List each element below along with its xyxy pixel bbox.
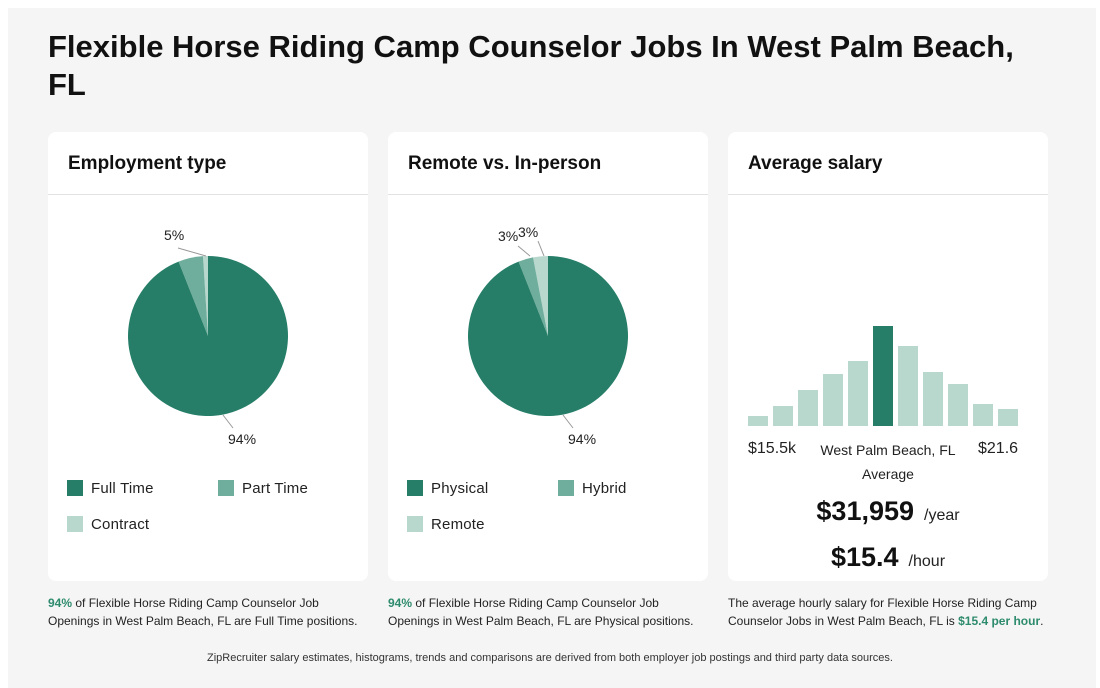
legend-remote-swatch (407, 516, 423, 532)
histogram-bar-11 (998, 409, 1018, 426)
employment-caption-text: of Flexible Horse Riding Camp Counselor … (48, 596, 358, 628)
salary-range-high: $21.6 (978, 440, 1019, 457)
remote-caption: 94% of Flexible Horse Riding Camp Counse… (388, 594, 708, 630)
page-title: Flexible Horse Riding Camp Counselor Job… (48, 29, 1014, 102)
average-salary-card: Average salary $15.5k West Palm Beach, F… (728, 132, 1048, 581)
legend-hybrid-swatch (558, 480, 574, 496)
legend-contract-label: Contract (91, 515, 150, 533)
employment-type-pie-chart: 5% 94% (128, 227, 289, 446)
histogram-bar-1 (748, 416, 768, 426)
legend-physical-swatch (407, 480, 423, 496)
salary-histogram (748, 326, 1018, 426)
remote-label-hybrid-3pct: 3% (498, 228, 518, 244)
remote-label-94pct: 94% (568, 431, 596, 446)
employment-slice-full-time (128, 256, 289, 416)
salary-yearly-row: $31,959/year (728, 496, 1048, 527)
histogram-bar-5 (848, 361, 868, 426)
employment-slice-part-time (178, 256, 208, 336)
legend-part-time: Part Time (218, 479, 308, 497)
legend-remote: Remote (407, 515, 485, 533)
employment-caption-pct: 94% (48, 596, 73, 610)
legend-part-time-label: Part Time (242, 479, 308, 497)
legend-full-time: Full Time (67, 479, 154, 497)
legend-part-time-swatch (218, 480, 234, 496)
remote-caption-text: of Flexible Horse Riding Camp Counselor … (388, 596, 694, 628)
employment-small-label-leader (177, 247, 207, 257)
histogram-bar-7 (898, 346, 918, 426)
legend-hybrid-label: Hybrid (582, 479, 627, 497)
salary-location: West Palm Beach, FL (820, 442, 956, 458)
remote-large-label-leader (562, 414, 574, 429)
remote-caption-pct: 94% (388, 596, 413, 610)
salary-hourly-unit: /hour (908, 553, 946, 570)
salary-caption-end: . (1040, 614, 1044, 628)
remote-slice-physical (468, 256, 629, 416)
legend-contract-swatch (67, 516, 83, 532)
remote-vs-inperson-header: Remote vs. In-person (388, 132, 708, 195)
histogram-bar-8 (923, 372, 943, 426)
legend-remote-label: Remote (431, 515, 485, 533)
legend-contract: Contract (67, 515, 149, 533)
remote-hybrid-label-leader (517, 245, 531, 257)
salary-range-low: $15.5k (748, 440, 797, 457)
histogram-bar-average (873, 326, 893, 426)
remote-vs-inperson-title: Remote vs. In-person (408, 153, 602, 174)
salary-hourly-value: $15.4 (830, 542, 899, 572)
employment-type-title: Employment type (68, 153, 227, 174)
employment-caption: 94% of Flexible Horse Riding Camp Counse… (48, 594, 368, 630)
legend-physical: Physical (407, 479, 488, 497)
employment-label-5pct: 5% (164, 227, 184, 243)
salary-caption-text: The average hourly salary for Flexible H… (728, 596, 1037, 628)
employment-large-label-leader (222, 414, 234, 429)
average-salary-title: Average salary (748, 153, 883, 174)
remote-vs-inperson-card: Remote vs. In-person 3% 3% 94% Physical … (388, 132, 708, 581)
employment-label-94pct: 94% (228, 431, 256, 446)
employment-slice-contract (202, 256, 208, 336)
salary-caption: The average hourly salary for Flexible H… (728, 594, 1048, 630)
remote-vs-inperson-pie-chart: 3% 3% 94% (468, 224, 629, 446)
employment-type-header: Employment type (48, 132, 368, 195)
legend-full-time-swatch (67, 480, 83, 496)
histogram-bar-2 (773, 406, 793, 426)
histogram-bar-4 (823, 374, 843, 426)
salary-caption-highlight: $15.4 per hour (958, 614, 1041, 628)
salary-yearly-value: $31,959 (816, 496, 915, 526)
salary-hourly-row: $15.4/hour (728, 542, 1048, 573)
employment-type-card: Employment type 5% 94% Full Time Part Ti… (48, 132, 368, 581)
remote-remote-label-leader (537, 240, 545, 257)
remote-slice-hybrid (518, 257, 548, 336)
remote-label-remote-3pct: 3% (518, 224, 538, 240)
histogram-bar-3 (798, 390, 818, 426)
legend-full-time-label: Full Time (91, 479, 154, 497)
histogram-bar-10 (973, 404, 993, 426)
salary-average-label: Average (862, 466, 914, 482)
histogram-bar-9 (948, 384, 968, 426)
legend-physical-label: Physical (431, 479, 489, 497)
footer-disclaimer: ZipRecruiter salary estimates, histogram… (207, 652, 893, 664)
average-salary-header: Average salary (728, 132, 1048, 195)
legend-hybrid: Hybrid (558, 479, 627, 497)
remote-slice-remote (533, 256, 548, 336)
salary-yearly-unit: /year (924, 507, 960, 524)
